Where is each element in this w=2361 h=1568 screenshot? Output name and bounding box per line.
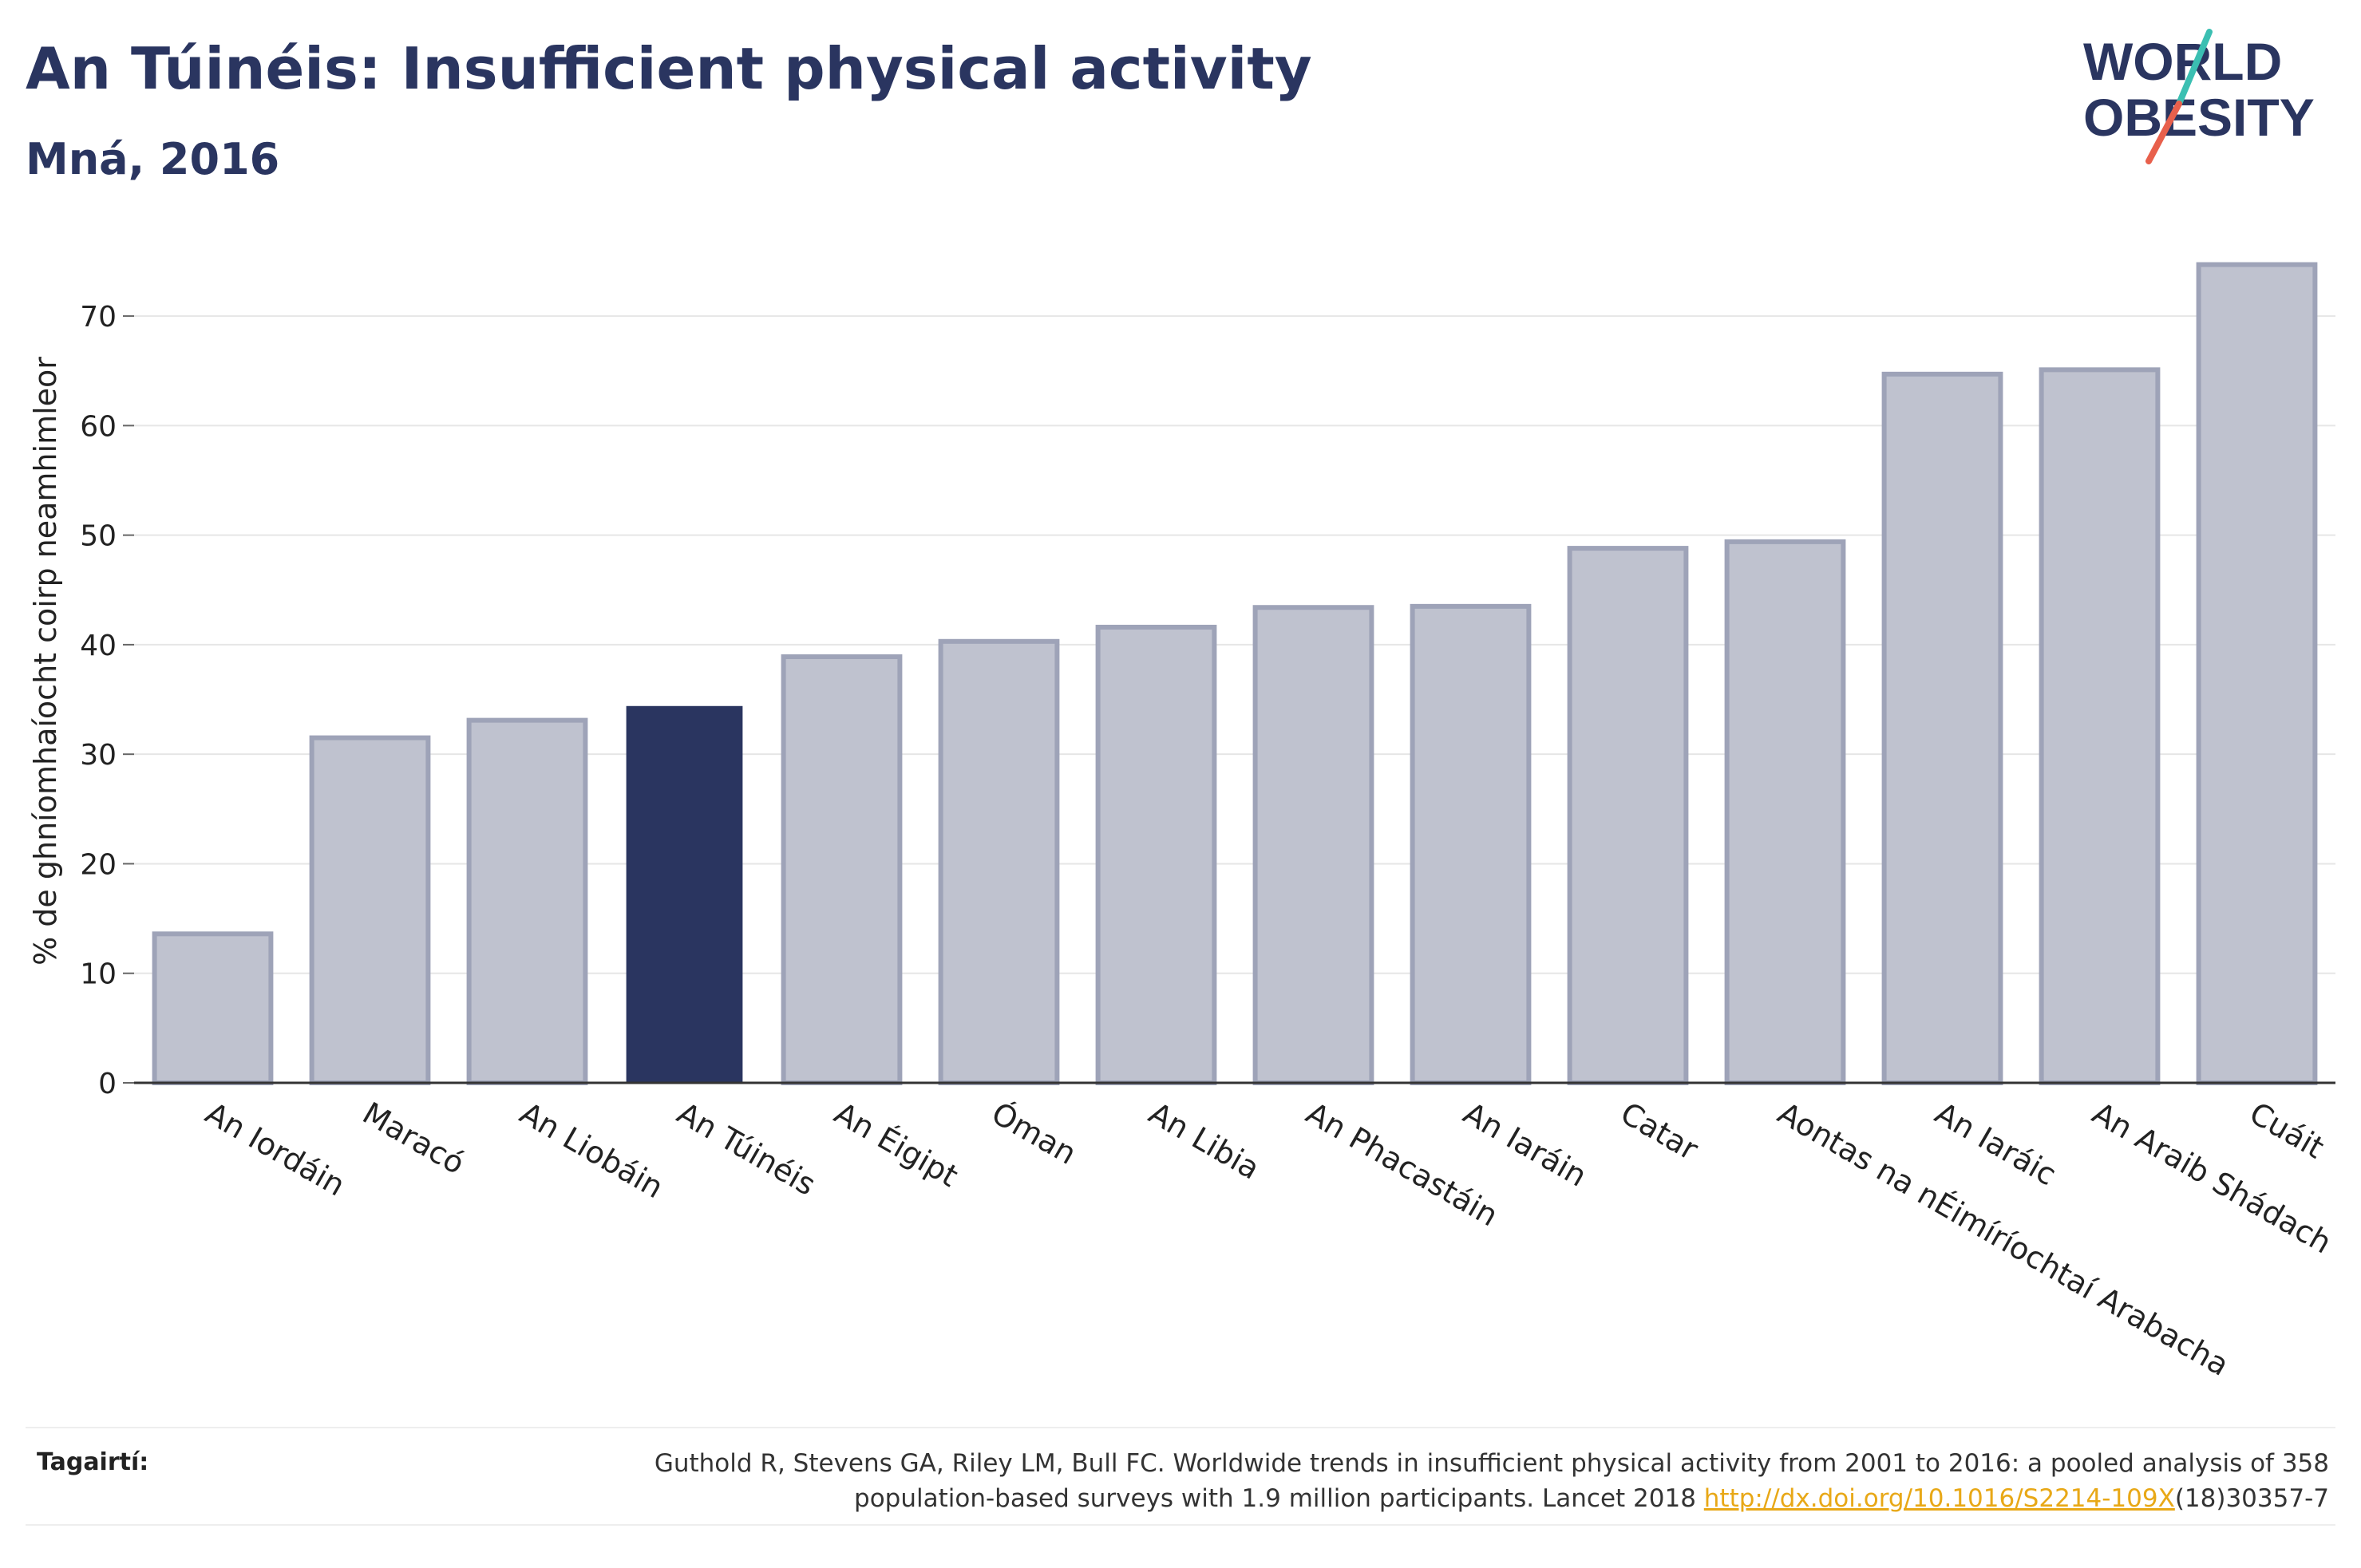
logo-text-world: WORLD	[2083, 32, 2282, 91]
x-tick-label: An Iordáin	[200, 1096, 351, 1203]
x-tick-label: An Libia	[1143, 1096, 1266, 1187]
logo-slash-coral	[2145, 101, 2182, 164]
y-tick-label: 40	[80, 630, 117, 662]
bar	[1252, 605, 1374, 1085]
world-obesity-logo: WORLD OBESITY	[2083, 29, 2315, 164]
bar	[309, 735, 431, 1085]
y-tick-label: 10	[80, 958, 117, 991]
bar	[626, 705, 743, 1083]
x-tick-label: Maracó	[357, 1096, 470, 1182]
x-tick-label: Catar	[1615, 1096, 1704, 1167]
bar	[2196, 262, 2318, 1085]
bar	[1095, 624, 1217, 1085]
y-axis-ticks: 0 10 20 30 40 50 60 70	[80, 301, 134, 1100]
y-tick-label: 30	[80, 739, 117, 772]
bar	[2039, 367, 2161, 1085]
x-tick-label: An Túinéis	[671, 1096, 821, 1203]
x-tick-label: An Iaráin	[1457, 1096, 1592, 1194]
bar	[1410, 603, 1532, 1085]
logo-text-obesity: OBESITY	[2083, 88, 2315, 147]
bar	[152, 931, 274, 1085]
bar	[1881, 371, 2003, 1085]
x-tick-label: Óman	[986, 1096, 1082, 1171]
chart-title: An Túinéis: Insufficient physical activi…	[26, 35, 1312, 102]
chart-subtitle: Mná, 2016	[26, 134, 280, 184]
reference-line-1: Guthold R, Stevens GA, Riley LM, Bull FC…	[654, 1449, 2329, 1478]
bar	[938, 638, 1060, 1085]
x-tick-label: Cuáit	[2244, 1096, 2330, 1166]
bar	[781, 654, 903, 1085]
bar	[466, 717, 588, 1085]
y-tick-label: 60	[80, 410, 117, 443]
y-tick-label: 20	[80, 848, 117, 881]
x-axis-ticks: An Iordáin Maracó An Liobáin An Túinéis An É…	[200, 1096, 2337, 1383]
references-label: Tagairtí:	[37, 1448, 149, 1476]
x-tick-label: An Iaráic	[1929, 1096, 2062, 1193]
reference-line-2: population-based surveys with 1.9 millio…	[854, 1484, 1704, 1513]
references-top-rule	[26, 1427, 2335, 1428]
x-tick-label: An Liobáin	[514, 1096, 670, 1206]
y-tick-label: 50	[80, 520, 117, 553]
y-tick-label: 70	[80, 301, 117, 334]
references-bottom-rule	[26, 1524, 2335, 1526]
reference-doi-link[interactable]: http://dx.doi.org/10.1016/S2214-109X	[1703, 1484, 2175, 1513]
bars	[152, 262, 2318, 1085]
y-axis-label: % de ghníomhaíocht coirp neamhimleor	[28, 357, 63, 966]
x-tick-label: An Éigipt	[829, 1096, 964, 1194]
reference-line-2-end: (18)30357-7	[2174, 1484, 2329, 1513]
grid-lines	[134, 315, 2335, 974]
references-text: Guthold R, Stevens GA, Riley LM, Bull FC…	[573, 1446, 2329, 1516]
bar	[1724, 539, 1846, 1085]
bar	[1567, 546, 1689, 1085]
y-tick-label: 0	[98, 1068, 117, 1100]
logo-slash-teal	[2176, 29, 2213, 107]
